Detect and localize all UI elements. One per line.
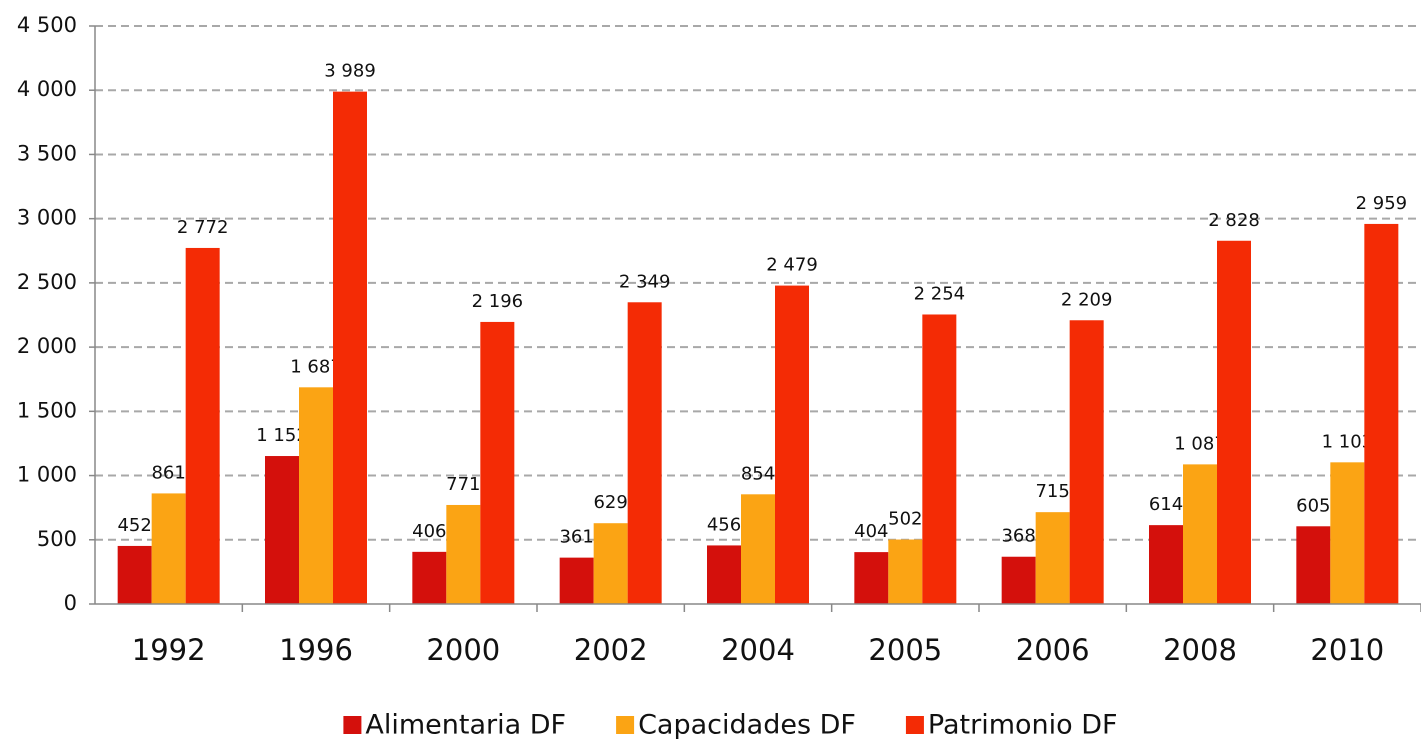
bar: [707, 545, 741, 604]
bar: [627, 302, 662, 604]
x-tick-label: 2000: [426, 633, 500, 667]
bar: [1217, 240, 1251, 605]
data-label: 3 989: [324, 61, 376, 82]
bar: [151, 493, 186, 604]
bar: [412, 551, 447, 604]
data-label: 368: [1001, 526, 1035, 547]
x-tick-label: 2005: [868, 633, 942, 667]
data-label: 1 152: [256, 425, 308, 446]
legend-label: Patrimonio DF: [928, 710, 1118, 741]
bar: [1183, 464, 1217, 604]
legend-swatch: [616, 716, 635, 734]
data-label: 2 254: [914, 283, 966, 304]
bar: [1296, 526, 1331, 604]
bar: [1035, 512, 1070, 604]
x-tick-label: 2010: [1310, 633, 1384, 667]
data-label: 2 209: [1061, 289, 1113, 310]
bar: [888, 539, 923, 604]
data-label: 629: [593, 492, 627, 513]
bar: [1330, 462, 1365, 604]
data-label: 456: [707, 514, 741, 535]
legend-swatch: [343, 716, 362, 734]
data-label: 452: [117, 515, 151, 536]
x-tick-label: 2002: [574, 633, 648, 667]
x-tick-label: 2006: [1016, 633, 1090, 667]
data-label: 2 479: [766, 255, 818, 276]
data-label: 715: [1035, 481, 1069, 502]
bar: [593, 523, 628, 604]
legend-swatch: [905, 716, 924, 734]
x-tick-label: 2008: [1163, 633, 1237, 667]
x-tick-label: 1992: [132, 633, 206, 667]
bar: [446, 504, 481, 604]
y-tick-label: 0: [64, 591, 77, 615]
y-tick-label: 3 500: [17, 141, 77, 165]
y-tick-label: 3 000: [17, 206, 77, 230]
x-tick-label: 1996: [279, 633, 353, 667]
data-label: 2 959: [1356, 193, 1408, 214]
data-label: 861: [151, 462, 185, 483]
data-label: 614: [1149, 494, 1183, 515]
y-tick-label: 2 000: [17, 334, 77, 358]
data-label: 1 087: [1174, 433, 1226, 454]
data-label: 1 103: [1322, 431, 1374, 452]
y-tick-label: 500: [37, 527, 77, 551]
bar: [117, 545, 152, 604]
bar: [1069, 320, 1104, 604]
bar: [922, 314, 957, 604]
data-label: 406: [412, 521, 446, 542]
bar: [265, 456, 299, 604]
data-label: 361: [559, 527, 593, 548]
data-label: 854: [741, 463, 775, 484]
bar: [854, 552, 889, 604]
bar: [1001, 556, 1036, 604]
bar: [299, 387, 333, 604]
data-label: 771: [446, 474, 480, 495]
bar: [1364, 223, 1399, 604]
data-label: 1 687: [290, 356, 342, 377]
bar: [1149, 525, 1183, 604]
data-label: 2 196: [472, 291, 524, 312]
bar: [741, 494, 775, 604]
bar: [775, 285, 809, 604]
legend-label: Alimentaria DF: [365, 710, 566, 741]
data-label: 2 349: [619, 271, 671, 292]
data-label: 605: [1296, 495, 1330, 516]
y-tick-label: 4 000: [17, 77, 77, 101]
y-tick-label: 1 500: [17, 398, 77, 422]
bar: [480, 321, 515, 604]
data-label: 404: [854, 521, 888, 542]
data-label: 2 772: [177, 217, 229, 238]
bar: [559, 557, 594, 604]
x-tick-label: 2004: [721, 633, 795, 667]
y-tick-label: 1 000: [17, 463, 77, 487]
y-tick-label: 2 500: [17, 270, 77, 294]
y-tick-label: 4 500: [17, 13, 77, 37]
legend-label: Capacidades DF: [638, 710, 856, 741]
data-label: 2 828: [1208, 210, 1260, 231]
bar: [333, 91, 367, 604]
data-label: 502: [888, 509, 922, 530]
bar: [185, 247, 220, 604]
